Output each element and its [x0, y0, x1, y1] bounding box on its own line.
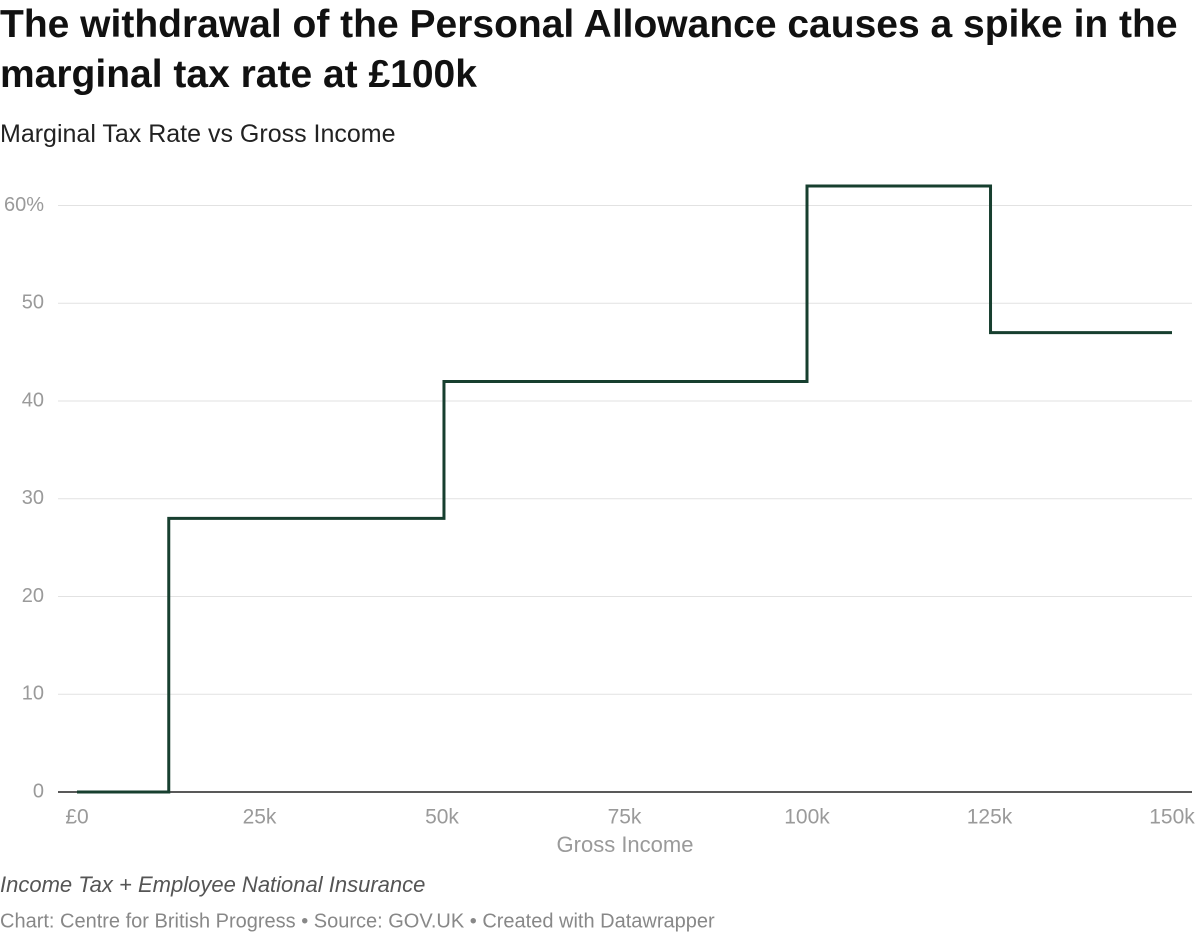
line [77, 184, 1172, 794]
x-axis-label: Gross Income [557, 832, 694, 857]
y-tick-label: 30 [22, 487, 44, 509]
x-tick-label: 150k [1149, 806, 1195, 829]
x-tick-label: £0 [65, 806, 88, 829]
y-tick-label: 20 [22, 585, 44, 607]
y-tick-label: 0 [33, 780, 44, 802]
x-tick-label: 50k [425, 806, 459, 829]
credit: Chart: Centre for British Progress • Sou… [0, 910, 715, 932]
x-tick-label: 75k [608, 806, 642, 829]
x-tick-label: 100k [784, 806, 830, 829]
chart-title: The withdrawal of the Personal Allowance… [0, 3, 1178, 96]
x-tick-label: 25k [243, 806, 277, 829]
y-tick-label: 50 [22, 292, 44, 314]
y-tick-label: 10 [22, 683, 44, 705]
x-tick-label: 125k [967, 806, 1013, 829]
chart-subtitle: Marginal Tax Rate vs Gross Income [0, 120, 396, 148]
note: Income Tax + Employee National Insurance [0, 872, 425, 897]
y-tick-label: 60% [4, 194, 44, 216]
y-tick-label: 40 [22, 389, 44, 411]
